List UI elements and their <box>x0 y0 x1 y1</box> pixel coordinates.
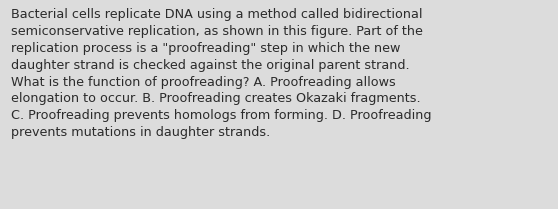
Text: Bacterial cells replicate DNA using a method called bidirectional
semiconservati: Bacterial cells replicate DNA using a me… <box>11 8 432 139</box>
